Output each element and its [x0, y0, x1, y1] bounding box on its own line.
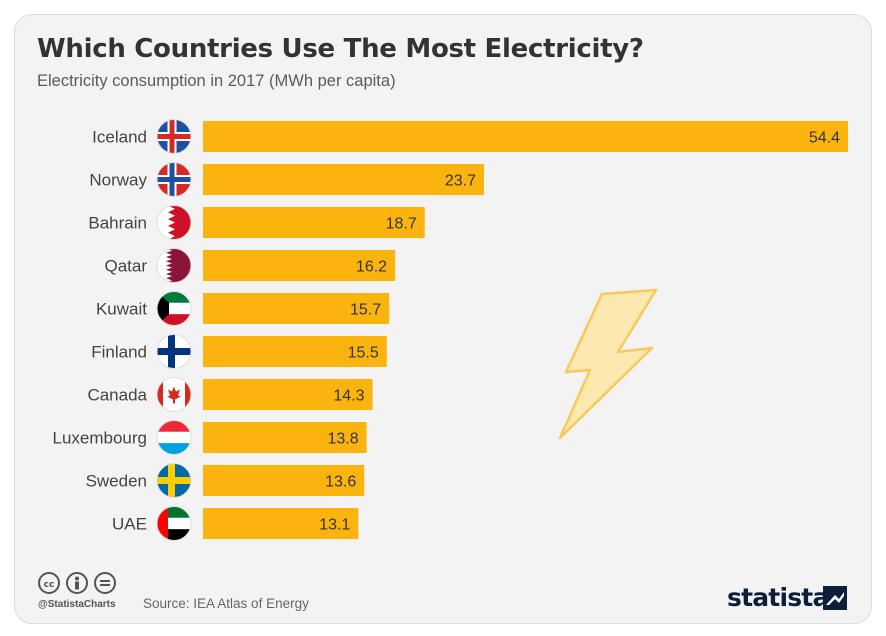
category-label-bahrain: Bahrain — [88, 214, 147, 233]
category-label-uae: UAE — [112, 515, 147, 534]
sweden-flag-icon — [157, 463, 191, 498]
bar-kuwait — [203, 293, 390, 324]
value-label-luxembourg: 13.8 — [327, 431, 358, 448]
bar-finland — [203, 336, 387, 367]
category-label-finland: Finland — [91, 343, 147, 362]
no-derivatives-icon — [94, 572, 116, 594]
footer-source: Source: IEA Atlas of Energy — [143, 596, 309, 611]
canada-flag-icon — [157, 377, 191, 412]
statista-logo-text[interactable]: statista — [727, 583, 829, 612]
creative-commons-icon: cc — [38, 572, 60, 594]
bar-bahrain — [203, 207, 425, 238]
bar-canada — [203, 379, 373, 410]
value-label-uae: 13.1 — [319, 517, 350, 534]
luxembourg-flag-icon — [157, 420, 191, 455]
category-label-qatar: Qatar — [104, 257, 147, 276]
category-label-sweden: Sweden — [86, 472, 147, 491]
chart-title: Which Countries Use The Most Electricity… — [37, 34, 644, 64]
iceland-flag-icon — [157, 119, 191, 154]
bahrain-flag-icon — [157, 205, 191, 240]
category-label-kuwait: Kuwait — [96, 300, 147, 319]
qatar-flag-icon — [157, 248, 191, 283]
kuwait-flag-icon — [157, 291, 191, 326]
svg-text:cc: cc — [44, 580, 55, 590]
bar-iceland — [203, 121, 848, 152]
category-label-luxembourg: Luxembourg — [52, 429, 147, 448]
value-label-sweden: 13.6 — [325, 474, 356, 491]
category-label-norway: Norway — [89, 171, 147, 190]
norway-flag-icon — [157, 162, 191, 197]
statista-logo-icon[interactable] — [823, 586, 847, 610]
category-label-canada: Canada — [87, 386, 147, 405]
finland-flag-icon — [157, 334, 191, 369]
value-label-canada: 14.3 — [333, 388, 364, 405]
value-label-finland: 15.5 — [348, 345, 379, 362]
lightning-bolt-icon — [558, 288, 658, 440]
license-icons: cc — [38, 572, 116, 594]
uae-flag-icon — [157, 506, 191, 541]
attribution-icon — [66, 572, 88, 594]
bar-uae — [203, 508, 359, 539]
footer-handle: @StatistaCharts — [38, 599, 116, 610]
category-label-iceland: Iceland — [92, 128, 147, 147]
value-label-bahrain: 18.7 — [386, 216, 417, 233]
value-label-kuwait: 15.7 — [350, 302, 381, 319]
bar-luxembourg — [203, 422, 367, 453]
chart-subtitle: Electricity consumption in 2017 (MWh per… — [37, 72, 396, 90]
bar-qatar — [203, 250, 396, 281]
value-label-norway: 23.7 — [445, 173, 476, 190]
value-label-qatar: 16.2 — [356, 259, 387, 276]
bar-sweden — [203, 465, 365, 496]
bar-norway — [203, 164, 485, 195]
value-label-iceland: 54.4 — [809, 130, 840, 147]
